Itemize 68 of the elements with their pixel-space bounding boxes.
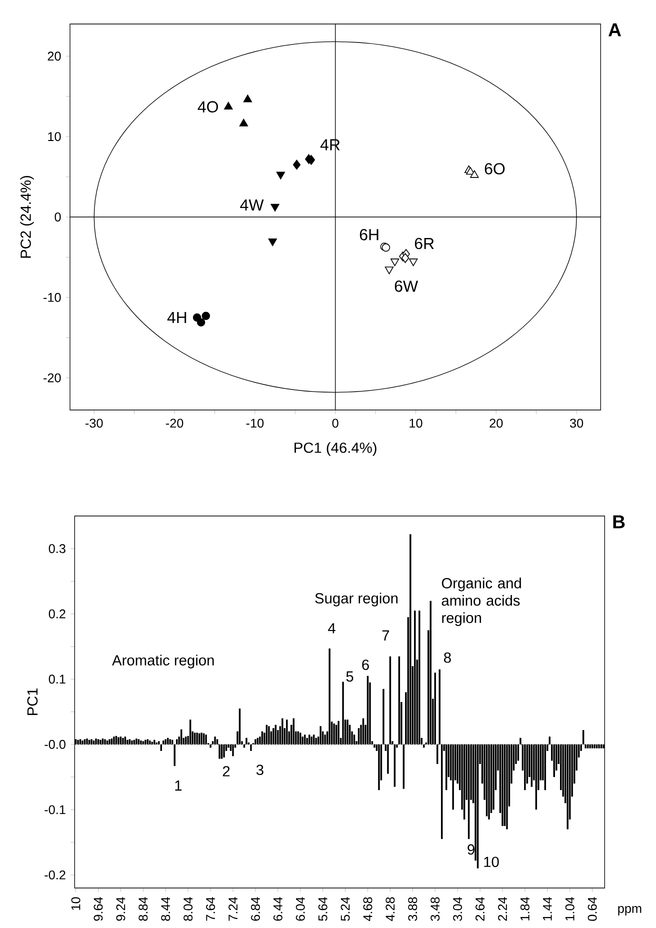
x-tick-label: 7.24 — [228, 897, 238, 921]
series-label: 6O — [484, 163, 505, 174]
annotation: 8 — [444, 652, 451, 663]
x-tick-label: 5.64 — [318, 897, 328, 921]
x-tick-label: -10 — [246, 418, 264, 428]
y-tick-label: 20 — [48, 52, 61, 61]
annotation: 9 — [468, 844, 474, 855]
annotation: 1 — [175, 780, 182, 791]
y-tick-label: -0.2 — [44, 870, 66, 880]
x-tick-label: -20 — [166, 418, 184, 428]
x-tick-label: 2.64 — [476, 897, 485, 921]
annotation: Sugar region — [315, 592, 398, 606]
x-tick-label: 4.68 — [363, 897, 372, 922]
y-tick-label: -10 — [44, 292, 61, 302]
x-tick-label: 30 — [570, 418, 584, 428]
series-label: 6W — [394, 280, 418, 292]
x-tick-label: 2.24 — [498, 897, 507, 921]
series-label: 4O — [198, 101, 218, 112]
x-tick-label: 7.64 — [206, 897, 216, 921]
annotation: 4 — [328, 623, 336, 634]
x-tick-label: 1.84 — [520, 897, 530, 920]
x-tick-label: 3.88 — [408, 897, 418, 921]
y-tick-label: -0.0 — [44, 740, 66, 749]
x-tick-label: 0.64 — [588, 897, 597, 921]
y-tick-label: -20 — [44, 373, 61, 382]
x-tick-label: 10 — [71, 897, 80, 910]
x-axis-title: PC1 (46.4%) — [294, 442, 376, 456]
x-tick-label: 1.04 — [565, 897, 574, 920]
series-label: 4W — [240, 199, 264, 210]
annotation: 3 — [256, 764, 264, 776]
x-tick-label: 10 — [410, 418, 422, 428]
y-tick-label: 0.3 — [48, 544, 66, 554]
x-tick-label: 8.44 — [161, 897, 170, 921]
annotation: Organic and amino acids region — [442, 578, 521, 626]
x-tick-label: 6.04 — [296, 897, 305, 921]
y-tick-label: 10 — [48, 132, 61, 142]
annotation: 7 — [382, 630, 390, 640]
y-tick-label: 0.1 — [48, 674, 66, 684]
x-tick-label: 6.84 — [250, 897, 260, 921]
y-tick-label: 0 — [54, 212, 61, 222]
series-label: 4H — [167, 312, 186, 324]
x-tick-label: 9.64 — [94, 897, 103, 921]
y-axis-title: PC1 — [27, 688, 38, 716]
annotation: 10 — [484, 856, 499, 868]
chart-title: B — [613, 515, 625, 528]
y-axis-title: PC2 (24.4%) — [20, 176, 34, 258]
x-tick-label: 1.44 — [543, 897, 552, 920]
x-tick-label: 0 — [332, 418, 338, 428]
annotation: 5 — [346, 671, 354, 682]
annotation: 2 — [222, 766, 230, 776]
x-tick-label: 4.28 — [386, 897, 395, 922]
y-tick-label: -0.1 — [44, 805, 66, 814]
x-tick-label: 5.24 — [340, 897, 350, 921]
x-tick-label: 20 — [490, 418, 503, 428]
series-label: 6R — [414, 238, 434, 250]
annotation: 6 — [362, 660, 369, 670]
chart-title: A — [608, 23, 622, 36]
series-label: 6H — [360, 229, 378, 240]
annotation: Aromatic region — [112, 654, 214, 668]
x-axis-title: ppm — [618, 906, 642, 916]
x-tick-label: 8.84 — [138, 897, 148, 921]
x-tick-label: -30 — [86, 418, 103, 428]
x-tick-label: 3.04 — [453, 897, 462, 921]
x-tick-label: 9.24 — [116, 897, 126, 921]
x-tick-label: 6.44 — [273, 897, 282, 921]
x-tick-label: 8.04 — [184, 897, 193, 921]
x-tick-label: 3.48 — [430, 897, 440, 921]
y-tick-label: 0.2 — [48, 609, 66, 618]
